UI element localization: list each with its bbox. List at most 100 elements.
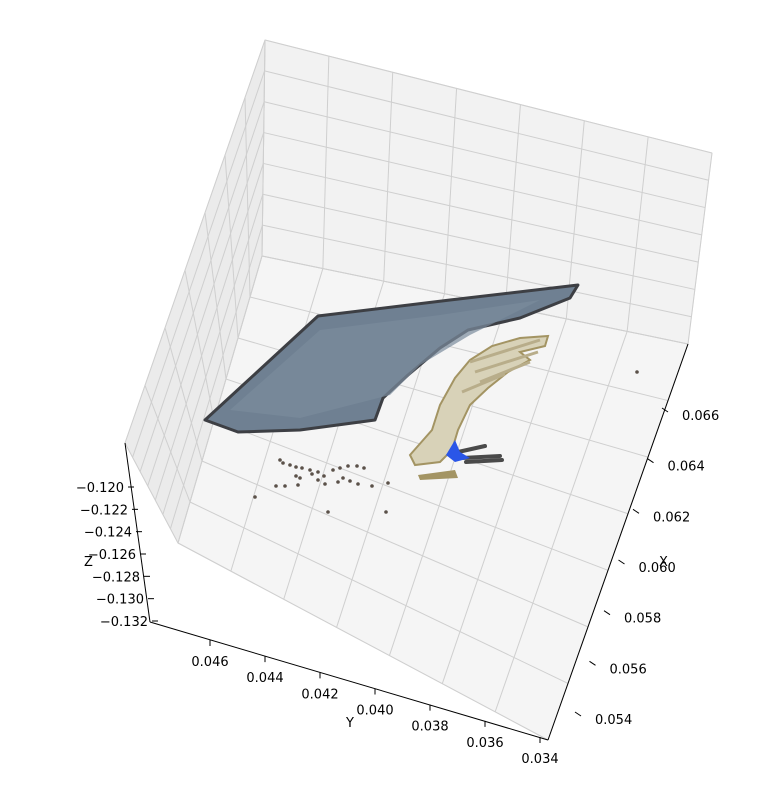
outlier-point	[310, 472, 314, 476]
grid-line	[494, 331, 628, 713]
grid-line	[201, 460, 589, 628]
grid-line	[504, 104, 521, 307]
grid-line	[177, 542, 549, 741]
outlier-point	[322, 474, 326, 478]
outlier-point	[348, 479, 352, 483]
grid-line	[224, 155, 239, 339]
outlier-point	[341, 476, 345, 480]
grid-line	[263, 162, 699, 263]
grid-line	[262, 193, 695, 290]
z-tick-label: −0.132	[100, 615, 148, 630]
outlier-point	[316, 470, 320, 474]
outlier-point	[635, 370, 639, 374]
outlier-points	[253, 370, 639, 514]
outlier-point	[323, 482, 327, 486]
y-tick-label: 0.044	[246, 671, 283, 686]
z-tick-label: −0.122	[80, 503, 128, 518]
grid-line	[264, 101, 706, 209]
grid-line	[322, 56, 330, 269]
y-tick-label: 0.042	[301, 687, 338, 702]
grid-line	[383, 72, 394, 282]
z-tick-label: −0.120	[76, 481, 124, 496]
outlier-point	[283, 484, 287, 488]
x-tick	[661, 407, 669, 413]
grid-line	[626, 136, 649, 332]
grid-line	[264, 70, 709, 181]
x-tick-label: 0.062	[653, 510, 690, 525]
outlier-point	[338, 466, 342, 470]
grid-line	[213, 419, 609, 571]
blue-marker-cloud	[446, 440, 470, 462]
z-tick-label: −0.128	[92, 570, 140, 585]
x-tick-label: 0.060	[639, 561, 676, 576]
y-tick-label: 0.036	[466, 736, 503, 751]
grid-line	[687, 152, 713, 345]
grid-line	[441, 318, 567, 684]
x-tick-label: 0.058	[624, 612, 661, 627]
grid-line	[154, 163, 264, 501]
grid-line	[144, 385, 191, 503]
grid-line	[164, 327, 203, 462]
grid-line	[244, 97, 251, 298]
outlier-point	[298, 476, 302, 480]
outlier-point	[294, 474, 298, 478]
tick-labels: −0.120 −0.122 −0.124 −0.126 −0.128 −0.130 −0.1…	[76, 409, 719, 767]
y-tick-label: 0.038	[411, 720, 448, 735]
tick-marks	[128, 407, 669, 743]
y-tick-label: 0.040	[356, 704, 393, 719]
outlier-point	[281, 461, 285, 465]
grid-line	[132, 70, 266, 458]
grid-line	[249, 296, 669, 402]
surface-cloud	[203, 283, 580, 434]
z-tick-label: −0.130	[96, 593, 144, 608]
x-tick	[632, 508, 640, 514]
x-tick	[589, 660, 596, 666]
hand-shadow	[418, 470, 458, 480]
surface-shade	[230, 300, 540, 418]
z-axis-line	[124, 442, 151, 623]
outlier-point	[294, 465, 298, 469]
blue-marker-shape	[446, 440, 470, 462]
z-axis-label: Z	[84, 555, 93, 570]
z-tick-label: −0.126	[88, 548, 136, 563]
grid-line	[169, 224, 263, 529]
x-tick-label: 0.054	[595, 713, 632, 728]
x-tick	[574, 711, 582, 717]
grid-line	[184, 270, 215, 421]
y-tick-label: 0.046	[191, 655, 228, 670]
outlier-point	[288, 463, 292, 467]
z-tick-label: −0.124	[84, 526, 132, 541]
grid-line	[124, 442, 179, 544]
grid-line	[139, 101, 265, 472]
grid-line	[189, 501, 569, 684]
hand-fingers	[461, 338, 541, 394]
outlier-point	[331, 468, 335, 472]
grid-line	[444, 88, 458, 294]
x-tick-label: 0.066	[682, 409, 719, 424]
outlier-point	[356, 482, 360, 486]
outlier-point	[355, 464, 359, 468]
grid-line	[261, 39, 266, 257]
outlier-point	[336, 480, 340, 484]
outlier-point	[274, 484, 278, 488]
grid-line	[264, 39, 713, 154]
grid-line	[263, 132, 702, 236]
outlier-point	[346, 464, 350, 468]
x-tick-label: 0.056	[610, 662, 647, 677]
outlier-point	[362, 466, 366, 470]
outlier-point	[384, 510, 388, 514]
outlier-point	[386, 481, 390, 485]
y-axis-label: Y	[345, 716, 354, 731]
grid-line	[162, 194, 264, 515]
grid-line	[124, 39, 266, 444]
outlier-point	[300, 466, 304, 470]
outlier-point	[278, 458, 282, 462]
grid-line	[262, 224, 692, 318]
grid-line	[204, 212, 227, 380]
x-tick	[618, 559, 625, 565]
y-axis-line	[149, 621, 549, 741]
outlier-point	[370, 484, 374, 488]
outlier-point	[296, 483, 300, 487]
x-tick	[647, 458, 654, 464]
